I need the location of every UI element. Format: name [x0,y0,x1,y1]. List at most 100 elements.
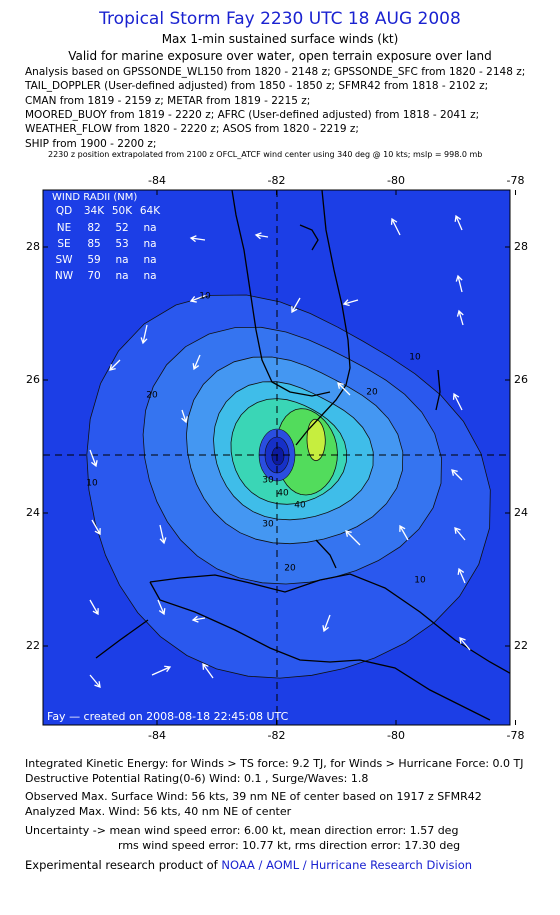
wind-arrow [254,232,269,240]
wind-arrow [109,359,121,371]
lon-label: -80 [387,174,405,187]
source-line: SHIP from 1900 - 2200 z; [25,137,157,150]
credit-line: Experimental research product of NOAA / … [25,858,472,872]
contour-label: 30 [262,476,274,486]
contour-label: 20 [366,388,378,398]
radii-cell: na [115,270,128,282]
lat-label: 24 [514,506,528,519]
radii-cell: na [143,238,156,250]
source-line: MOORED_BUOY from 1819 - 2220 z; AFRC (Us… [25,108,480,121]
source-line: CMAN from 1819 - 2159 z; METAR from 1819… [25,94,311,107]
lon-label: -78 [507,174,525,187]
contour-label: 40 [294,501,306,511]
source-line: TAIL_DOPPLER (User-defined adjusted) fro… [25,80,489,93]
wind-arrow [89,449,98,468]
radii-cell: na [143,270,156,282]
wind-arrow [181,409,188,424]
wind-arrow [342,299,359,307]
wind-arrow [454,527,466,541]
wind-arrow [202,662,214,679]
contour-label: 10 [409,353,421,363]
footer-line: rms wind speed error: 10.77 kt, rms dire… [118,839,461,852]
radii-header: QD [56,205,72,217]
wind-arrow [89,674,101,688]
source-line: Analysis based on GPSSONDE_WL150 from 18… [25,66,526,78]
radii-cell: na [115,254,128,266]
wind-arrow [322,614,331,633]
lat-label: 22 [514,639,528,652]
radii-cell: 53 [115,238,128,250]
contour-label: 30 [262,520,274,530]
wind-arrow [89,599,99,616]
lat-label: 28 [514,240,528,253]
credit-prefix: Experimental research product of [25,858,222,872]
footer-line: Observed Max. Surface Wind: 56 kts, 39 n… [25,790,482,803]
radii-cell: NE [57,222,72,234]
lon-label: -82 [268,174,286,187]
wind-arrow [291,297,301,314]
wind-arrow [456,309,464,326]
wind-arrow [451,469,463,481]
radii-cell: NW [55,270,74,282]
radii-title: WIND RADII (NM) [52,192,137,203]
footer-line: Analyzed Max. Wind: 56 kts, 40 nm NE of … [25,805,292,818]
radii-cell: 70 [87,270,100,282]
wind-arrow [452,392,463,411]
subtitle: Max 1-min sustained surface winds (kt) [161,32,399,46]
lat-label: 22 [26,639,40,652]
lat-label: 26 [514,373,528,386]
contour-label: 10 [414,576,426,586]
wind-arrow [191,615,206,623]
coastline [95,619,149,659]
coastline [295,190,351,446]
wind-arrow [390,217,401,236]
wind-arrow [454,214,463,231]
contour-label: 10 [86,479,98,489]
contour-label: 20 [284,564,296,574]
lon-label: -78 [507,729,525,742]
wind-arrow [91,519,101,536]
footer-line: Destructive Potential Rating(0-6) Wind: … [25,772,369,785]
wind-arrow [455,274,463,293]
footer-line: Uncertainty -> mean wind speed error: 6.… [25,824,459,837]
radii-cell: 52 [115,222,128,234]
coastline [435,369,441,411]
radii-header: 64K [140,205,161,217]
wind-arrow [457,567,466,584]
wind-arrow [459,637,471,651]
lat-label: 24 [26,506,40,519]
wind-arrow [140,324,148,345]
lat-label: 28 [26,240,40,253]
lat-label: 26 [26,373,40,386]
eye [271,446,285,466]
position-note: 2230 z position extrapolated from 2100 z… [48,150,483,159]
source-line: WEATHER_FLOW from 1820 - 2220 z; ASOS fr… [25,123,359,136]
radii-cell: 59 [87,254,100,266]
coastline [315,539,337,569]
credit-link[interactable]: NOAA / AOML / Hurricane Research Divisio… [221,858,473,872]
radii-cell: 82 [87,222,100,234]
wind-arrow [157,599,166,616]
lon-label: -80 [387,729,405,742]
radii-cell: SW [55,254,73,266]
radii-cell: na [143,222,156,234]
radii-header: 34K [84,205,105,217]
valid-note: Valid for marine exposure over water, op… [68,49,492,63]
map-credit: Fay — created on 2008-08-18 22:45:08 UTC [47,710,289,723]
wind-arrow [151,665,172,676]
radii-cell: SE [57,238,70,250]
wind-arrow [345,530,361,546]
coastline [149,581,491,721]
coastline [231,190,331,397]
contour-label: 40 [277,489,289,499]
radii-header: 50K [112,205,133,217]
lon-label: -84 [148,729,166,742]
contour-label: 20 [146,391,158,401]
wind-arrow [189,294,208,303]
wind-contour [306,418,326,462]
radii-cell: na [143,254,156,266]
coastline [299,224,319,251]
